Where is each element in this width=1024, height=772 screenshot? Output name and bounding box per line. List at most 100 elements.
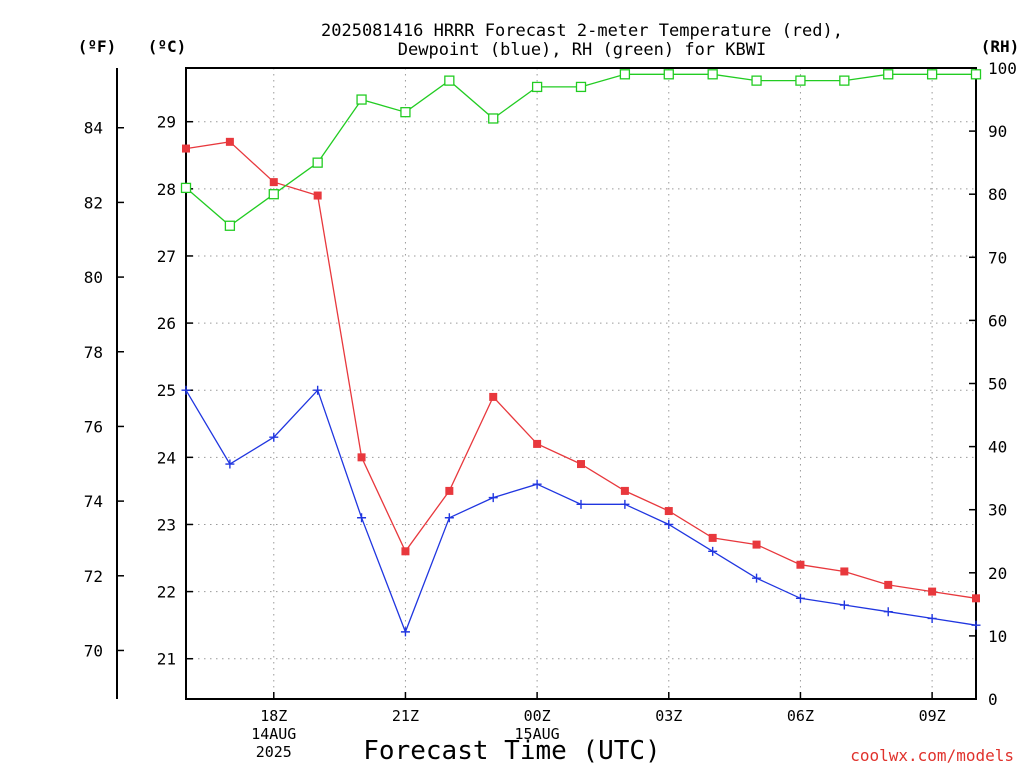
x-tick-label: 06Z [787,707,814,725]
series-layer [180,69,982,637]
x-tick-label: 03Z [655,707,682,725]
temperature-marker [533,439,542,448]
dewpoint-marker [883,607,893,617]
fahrenheit-unit-label: (ºF) [78,37,117,56]
x-tick-label: 18Z [260,707,287,725]
dewpoint-marker [488,493,498,503]
temperature-marker [840,567,849,576]
fahrenheit-tick-label: 76 [84,417,103,436]
rh-marker [839,75,850,86]
temperature-marker [445,486,454,495]
x-tick-label: 15AUG [515,725,560,743]
x-axis-label: Forecast Time (UTC) [363,736,660,766]
fahrenheit-tick-label: 80 [84,268,103,287]
fahrenheit-tick-label: 82 [84,193,103,212]
temperature-marker [313,191,322,200]
dewpoint-marker [927,613,937,623]
dewpoint-marker [400,627,410,637]
temperature-marker [357,453,366,462]
celsius-tick-label: 26 [157,314,176,333]
credit-text: coolwx.com/models [850,746,1014,765]
celsius-tick-label: 29 [157,113,176,132]
rh-unit-label: (RH) [981,37,1020,56]
celsius-tick-label: 28 [157,180,176,199]
rh-marker [488,113,499,124]
temperature-marker [489,392,498,401]
rh-marker [751,75,762,86]
fahrenheit-tick-label: 70 [84,641,103,660]
rh-marker [707,69,718,80]
chart-title-line-2: Dewpoint (blue), RH (green) for KBWI [398,40,766,60]
rh-marker [795,75,806,86]
rh-marker [575,81,587,93]
dewpoint-line [185,388,977,634]
rh-marker [268,189,279,200]
temperature-marker [884,580,893,589]
x-tick-label: 00Z [524,707,551,725]
rh-marker [180,182,192,194]
temperature-marker [225,137,234,146]
rh-marker [926,69,938,80]
celsius-tick-label: 27 [157,247,176,266]
grid-layer [186,68,976,699]
rh-marker [444,75,455,86]
rh-tick-label: 80 [988,185,1007,204]
dewpoint-marker [839,600,849,610]
celsius-tick-label: 25 [157,381,176,400]
rh-tick-label: 10 [988,627,1007,646]
temperature-marker [708,533,717,542]
x-tick-label: 09Z [919,707,946,725]
plot-frame [185,67,977,700]
dewpoint-marker [576,499,586,509]
temperature-line [185,141,977,599]
rh-marker [400,107,411,118]
temperature-marker [269,178,278,187]
fahrenheit-tick-label: 72 [84,567,103,586]
celsius-tick-label: 21 [157,650,176,669]
dewpoint-marker [357,513,367,523]
rh-marker [356,94,367,105]
fahrenheit-tick-label: 84 [84,119,103,138]
dewpoint-marker [181,385,191,395]
dewpoint-marker [795,593,805,603]
rh-tick-label: 60 [988,311,1007,330]
temperature-marker [928,587,937,596]
dewpoint-marker [225,459,235,469]
dewpoint-marker [532,479,542,489]
dewpoint-marker [444,513,454,523]
dewpoint-marker [971,620,981,630]
rh-tick-label: 0 [988,690,998,709]
dewpoint-marker [620,499,630,509]
dewpoint-marker [313,385,323,395]
x-tick-label: 14AUG [251,725,296,743]
rh-line [185,73,976,227]
rh-marker [531,81,543,93]
dewpoint-marker [269,432,279,442]
celsius-tick-label: 24 [157,448,176,467]
celsius-unit-label: (ºC) [148,37,187,56]
dewpoint-marker [664,519,674,529]
rh-marker [970,69,982,80]
rh-marker [619,69,631,80]
celsius-tick-label: 23 [157,515,176,534]
chart-title-line-1: 2025081416 HRRR Forecast 2-meter Tempera… [321,21,843,41]
rh-tick-label: 20 [988,564,1007,583]
rh-marker [663,69,674,80]
temperature-marker [620,486,629,495]
rh-marker [883,69,894,80]
temperature-marker [577,460,585,469]
rh-tick-label: 100 [988,59,1017,78]
text-layer: 2025081416 HRRR Forecast 2-meter Tempera… [78,21,1020,766]
temperature-marker [401,547,410,556]
rh-tick-label: 50 [988,375,1007,394]
temperature-marker [182,144,190,153]
dewpoint-marker [708,546,718,556]
rh-tick-label: 30 [988,501,1007,520]
rh-marker [312,157,323,168]
fahrenheit-tick-label: 78 [84,343,103,362]
rh-tick-label: 70 [988,248,1007,267]
temperature-marker [664,507,673,516]
temperature-marker [752,540,761,549]
